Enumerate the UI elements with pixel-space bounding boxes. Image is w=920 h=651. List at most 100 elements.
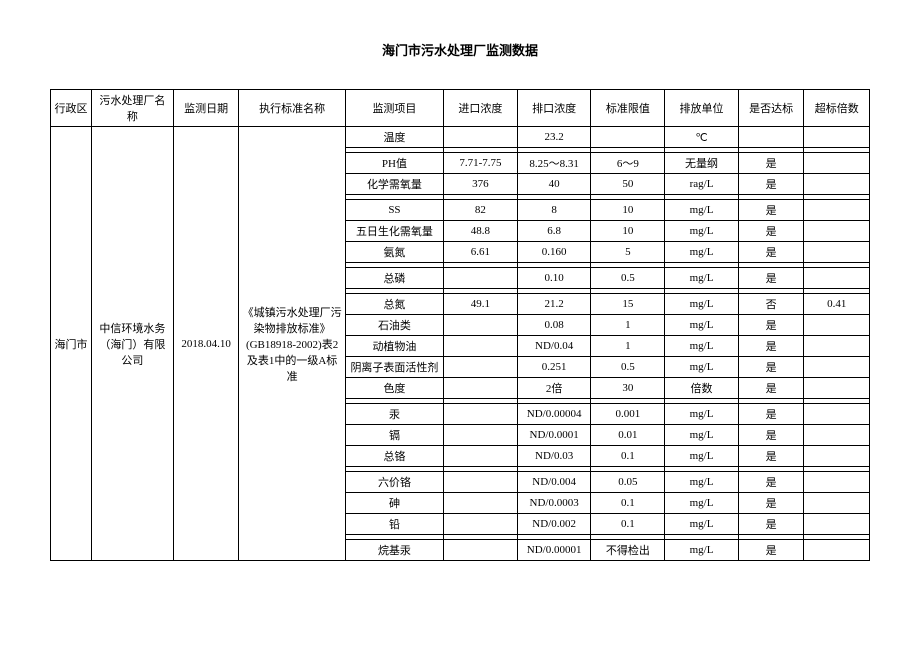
col-region: 行政区 — [51, 90, 92, 127]
cell-pass: 是 — [738, 336, 804, 357]
cell-limit: 6～9 — [591, 153, 665, 174]
cell-inlet — [444, 446, 518, 467]
cell-item: 铅 — [345, 514, 443, 535]
cell-exceed — [804, 315, 870, 336]
cell-limit: 15 — [591, 294, 665, 315]
cell-exceed — [804, 357, 870, 378]
cell-unit: mg/L — [665, 221, 739, 242]
cell-limit: 0.1 — [591, 514, 665, 535]
cell-unit: mg/L — [665, 336, 739, 357]
cell-pass: 是 — [738, 540, 804, 561]
cell-pass: 是 — [738, 153, 804, 174]
cell-exceed — [804, 514, 870, 535]
col-date: 监测日期 — [173, 90, 239, 127]
cell-item: 六价铬 — [345, 472, 443, 493]
cell-exceed: 0.41 — [804, 294, 870, 315]
cell-pass: 是 — [738, 404, 804, 425]
cell-pass: 否 — [738, 294, 804, 315]
cell-pass: 是 — [738, 174, 804, 195]
cell-pass: 是 — [738, 378, 804, 399]
cell-item: 总磷 — [345, 268, 443, 289]
cell-inlet: 49.1 — [444, 294, 518, 315]
cell-inlet: 6.61 — [444, 242, 518, 263]
col-limit: 标准限值 — [591, 90, 665, 127]
cell-unit: mg/L — [665, 404, 739, 425]
cell-outlet: ND/0.004 — [517, 472, 591, 493]
cell-exceed — [804, 378, 870, 399]
cell-exceed — [804, 242, 870, 263]
cell-outlet: 0.10 — [517, 268, 591, 289]
cell-item: 动植物油 — [345, 336, 443, 357]
cell-pass: 是 — [738, 357, 804, 378]
cell-exceed — [804, 174, 870, 195]
cell-unit: mg/L — [665, 294, 739, 315]
col-outlet: 排口浓度 — [517, 90, 591, 127]
cell-inlet — [444, 268, 518, 289]
cell-outlet: ND/0.04 — [517, 336, 591, 357]
cell-unit: mg/L — [665, 268, 739, 289]
cell-outlet: 21.2 — [517, 294, 591, 315]
cell-inlet — [444, 336, 518, 357]
cell-unit: 倍数 — [665, 378, 739, 399]
cell-outlet: 23.2 — [517, 127, 591, 148]
cell-item: PH值 — [345, 153, 443, 174]
cell-item: 镉 — [345, 425, 443, 446]
cell-unit: mg/L — [665, 425, 739, 446]
cell-item: 五日生化需氧量 — [345, 221, 443, 242]
cell-outlet: ND/0.00001 — [517, 540, 591, 561]
cell-exceed — [804, 493, 870, 514]
cell-outlet: 0.160 — [517, 242, 591, 263]
cell-outlet: 2倍 — [517, 378, 591, 399]
cell-limit: 0.5 — [591, 268, 665, 289]
cell-item: 汞 — [345, 404, 443, 425]
cell-unit: mg/L — [665, 493, 739, 514]
table-header-row: 行政区 污水处理厂名称 监测日期 执行标准名称 监测项目 进口浓度 排口浓度 标… — [51, 90, 870, 127]
cell-outlet: ND/0.00004 — [517, 404, 591, 425]
cell-unit: mg/L — [665, 200, 739, 221]
cell-pass: 是 — [738, 315, 804, 336]
cell-pass: 是 — [738, 514, 804, 535]
table-body: 海门市中信环境水务（海门）有限公司2018.04.10《城镇污水处理厂污染物排放… — [51, 127, 870, 561]
cell-inlet — [444, 540, 518, 561]
cell-item: 氨氮 — [345, 242, 443, 263]
cell-inlet: 48.8 — [444, 221, 518, 242]
col-item: 监测项目 — [345, 90, 443, 127]
cell-outlet: 6.8 — [517, 221, 591, 242]
cell-exceed — [804, 404, 870, 425]
col-exceed: 超标倍数 — [804, 90, 870, 127]
col-plant: 污水处理厂名称 — [91, 90, 173, 127]
cell-pass: 是 — [738, 446, 804, 467]
cell-inlet — [444, 378, 518, 399]
cell-inlet — [444, 127, 518, 148]
cell-inlet: 376 — [444, 174, 518, 195]
cell-inlet — [444, 425, 518, 446]
cell-unit: mg/L — [665, 514, 739, 535]
cell-exceed — [804, 425, 870, 446]
col-standard: 执行标准名称 — [239, 90, 345, 127]
cell-limit: 30 — [591, 378, 665, 399]
cell-pass: 是 — [738, 268, 804, 289]
cell-item: 色度 — [345, 378, 443, 399]
cell-unit: mg/L — [665, 357, 739, 378]
cell-outlet: 0.251 — [517, 357, 591, 378]
cell-item: 化学需氧量 — [345, 174, 443, 195]
col-pass: 是否达标 — [738, 90, 804, 127]
cell-standard: 《城镇污水处理厂污染物排放标准》(GB18918-2002)表2及表1中的一级A… — [239, 127, 345, 561]
cell-pass: 是 — [738, 472, 804, 493]
cell-pass: 是 — [738, 425, 804, 446]
cell-limit: 不得检出 — [591, 540, 665, 561]
cell-unit: rag/L — [665, 174, 739, 195]
cell-outlet: ND/0.0001 — [517, 425, 591, 446]
cell-limit: 0.01 — [591, 425, 665, 446]
cell-inlet — [444, 357, 518, 378]
cell-limit: 50 — [591, 174, 665, 195]
cell-unit: ℃ — [665, 127, 739, 148]
cell-unit: mg/L — [665, 540, 739, 561]
cell-outlet: ND/0.03 — [517, 446, 591, 467]
cell-exceed — [804, 540, 870, 561]
cell-item: 总铬 — [345, 446, 443, 467]
cell-item: 阴离子表面活性剂 — [345, 357, 443, 378]
cell-inlet: 7.71-7.75 — [444, 153, 518, 174]
cell-limit: 0.1 — [591, 493, 665, 514]
cell-limit: 0.1 — [591, 446, 665, 467]
